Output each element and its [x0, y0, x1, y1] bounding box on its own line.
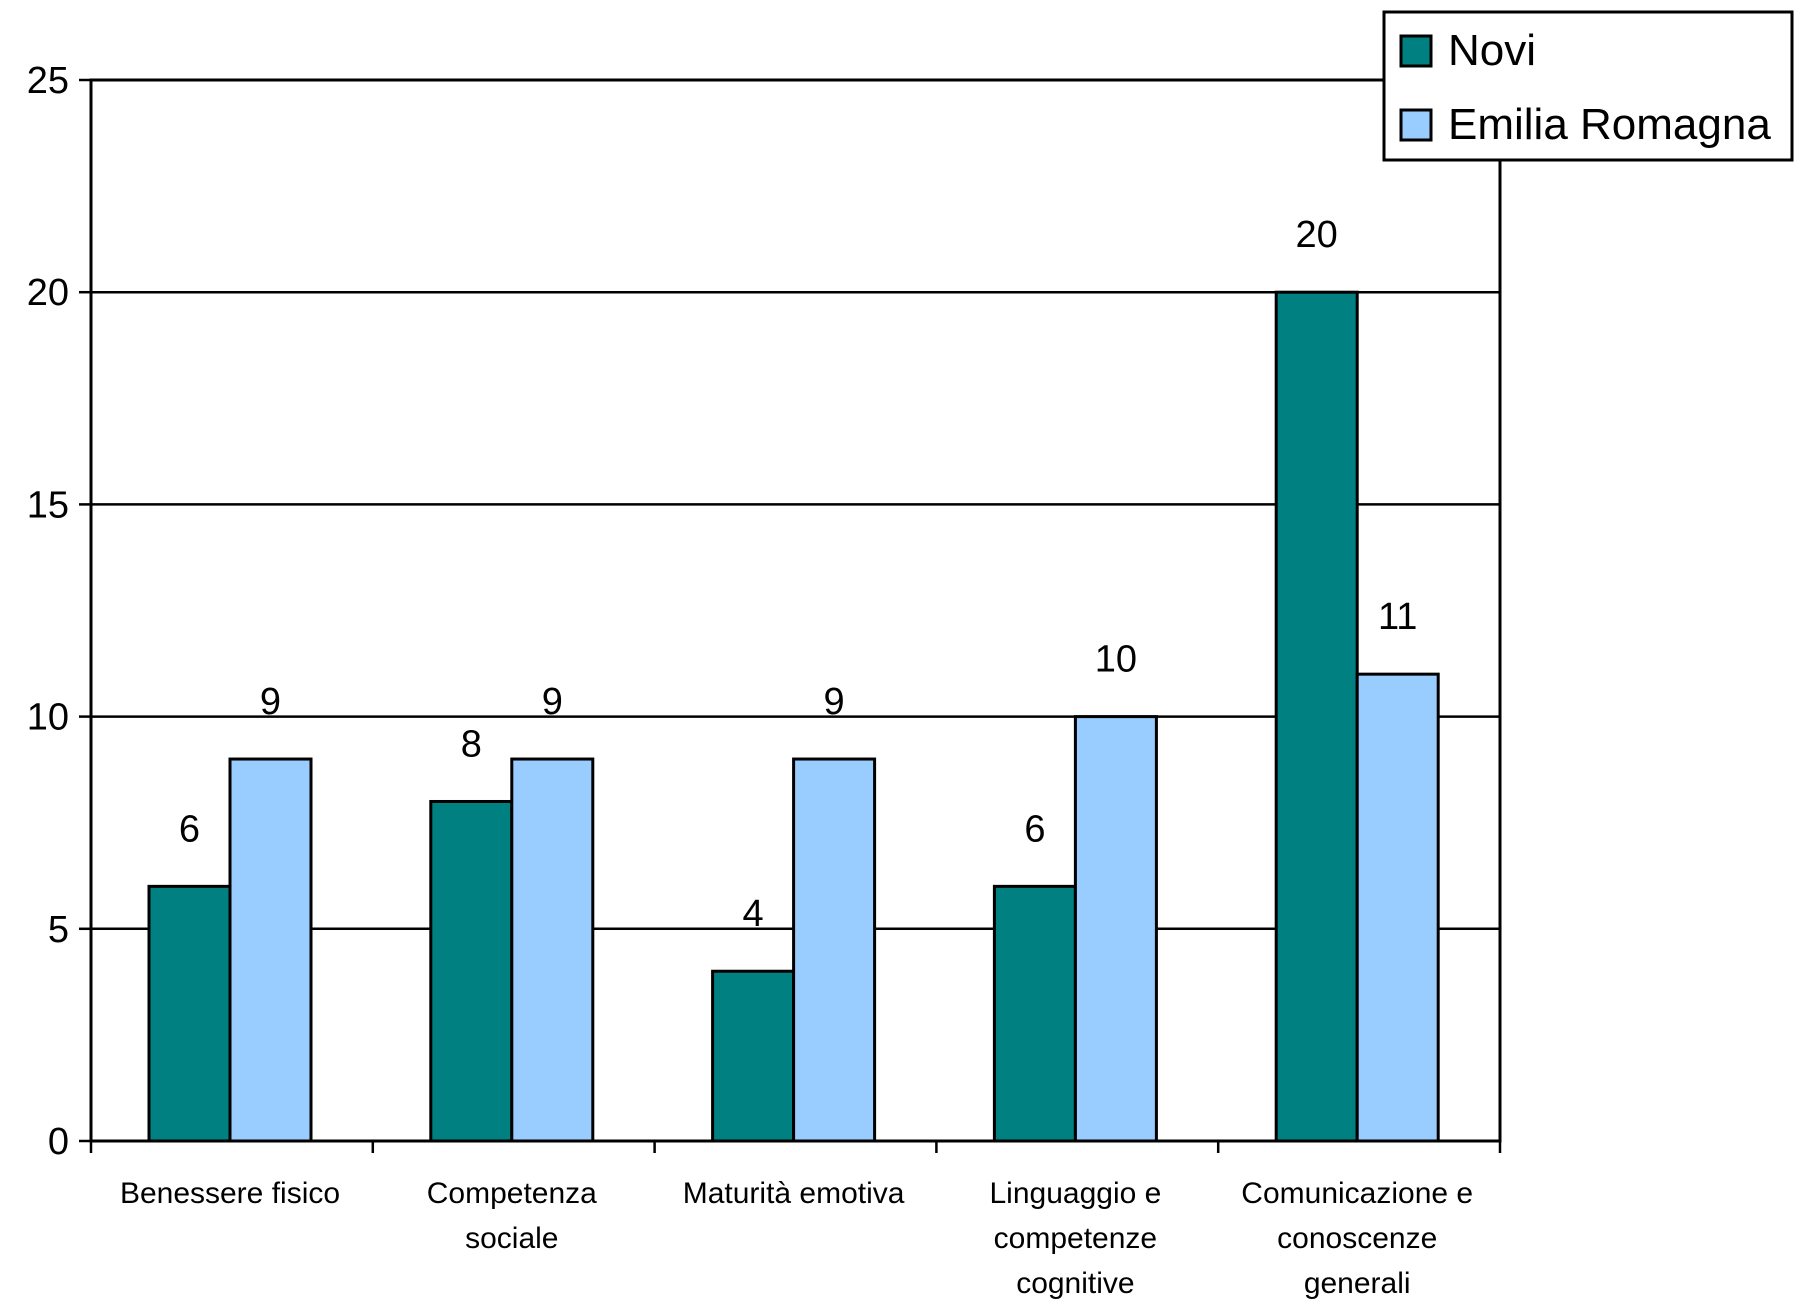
bar-novi	[429, 799, 514, 1143]
legend-label: Novi	[1448, 26, 1536, 75]
data-label: 4	[743, 893, 764, 935]
y-tick-label: 0	[48, 1121, 69, 1163]
legend-box	[1382, 10, 1794, 162]
y-tick-label: 5	[48, 909, 69, 951]
data-label: 11	[1378, 596, 1417, 638]
x-category-label: Benessere fisico	[120, 1177, 340, 1210]
bar-novi	[711, 969, 796, 1143]
bar-emilia-romagna	[1355, 672, 1440, 1143]
data-label: 9	[260, 681, 281, 723]
bar-emilia-romagna	[1073, 715, 1158, 1143]
bar-emilia-romagna	[228, 757, 313, 1143]
bar-novi	[147, 884, 232, 1143]
data-label: 9	[542, 681, 563, 723]
bar-novi	[1274, 290, 1359, 1143]
legend-label: Emilia Romagna	[1448, 100, 1771, 149]
bar-emilia-romagna	[510, 757, 595, 1143]
bars	[147, 290, 1440, 1143]
legend-swatch	[1399, 34, 1433, 68]
data-label: 8	[461, 723, 482, 765]
x-category-label: Comunicazione e conoscenze generali	[1241, 1177, 1473, 1300]
y-tick-label: 25	[27, 60, 69, 102]
y-tick-label: 15	[27, 484, 69, 526]
bar-novi	[992, 884, 1077, 1143]
x-category-label: Linguaggio e competenze cognitive	[989, 1177, 1161, 1300]
x-axis: Benessere fisico Competenza sociale Maturit…	[89, 1139, 1502, 1300]
bar-emilia-romagna	[792, 757, 877, 1143]
data-label: 6	[179, 808, 200, 850]
x-category-label: Competenza sociale	[427, 1177, 597, 1255]
data-label: 6	[1024, 808, 1045, 850]
legend-swatch	[1399, 108, 1433, 142]
y-axis: 0 5 10 15 20 25	[27, 60, 91, 1163]
data-label: 20	[1296, 214, 1338, 256]
data-labels: 6 8 4 6 20 9 9 9 10 11	[179, 214, 1417, 935]
data-label: 10	[1095, 639, 1137, 681]
x-category-label: Maturità emotiva	[683, 1177, 905, 1210]
data-label: 9	[824, 681, 845, 723]
legend: Novi Emilia Romagna	[1382, 10, 1794, 162]
y-tick-label: 20	[27, 272, 69, 314]
y-tick-label: 10	[27, 697, 69, 739]
